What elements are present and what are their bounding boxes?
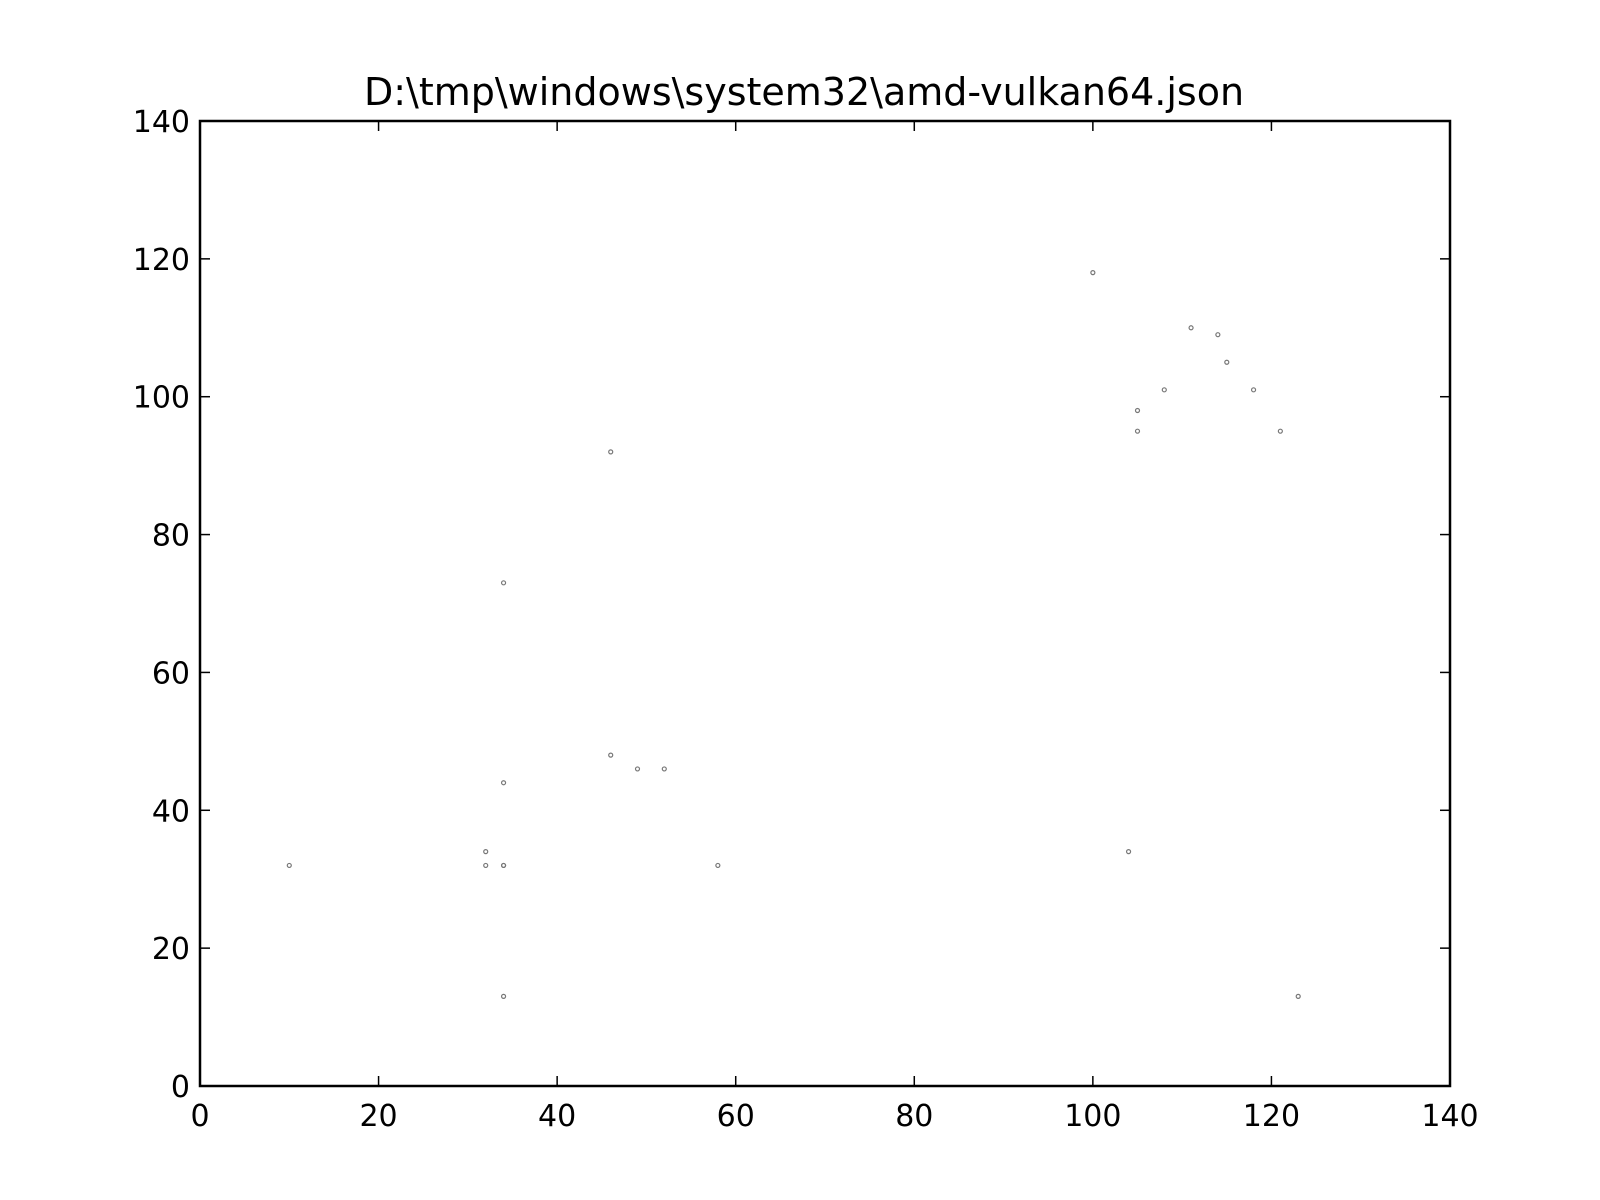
scatter-point bbox=[1188, 325, 1194, 331]
scatter-point bbox=[500, 780, 507, 786]
scatter-point bbox=[1134, 407, 1141, 414]
scatter-point bbox=[500, 862, 507, 869]
scatter-point bbox=[1295, 993, 1301, 999]
y-tick-label: 60 bbox=[152, 656, 190, 691]
scatter-point bbox=[661, 766, 667, 772]
y-tick-label: 100 bbox=[133, 381, 190, 416]
scatter-point bbox=[1161, 387, 1167, 393]
x-tick-label: 40 bbox=[538, 1099, 576, 1134]
scatter-point bbox=[1224, 359, 1230, 365]
scatter-point bbox=[500, 580, 507, 586]
chart-title: D:\tmp\windows\system32\amd-vulkan64.jso… bbox=[364, 70, 1244, 114]
x-tick-label: 140 bbox=[1421, 1099, 1478, 1134]
x-tick-label: 120 bbox=[1243, 1099, 1300, 1134]
scatter-point bbox=[500, 993, 507, 999]
y-tick-label: 20 bbox=[152, 932, 190, 967]
y-tick-label: 120 bbox=[133, 243, 190, 278]
y-tick-label: 140 bbox=[133, 105, 190, 140]
x-tick-label: 20 bbox=[359, 1099, 397, 1134]
y-tick-label: 40 bbox=[152, 794, 190, 829]
plot-area bbox=[198, 119, 1452, 1088]
scatter-point bbox=[1125, 849, 1132, 855]
scatter-point bbox=[1250, 387, 1257, 393]
scatter-point bbox=[715, 862, 721, 869]
scatter-point bbox=[1277, 428, 1283, 434]
x-tick-label: 80 bbox=[895, 1099, 933, 1134]
scatter-point bbox=[608, 449, 614, 455]
scatter-point bbox=[1215, 332, 1221, 338]
data-points bbox=[286, 270, 1301, 999]
scatter-point bbox=[1090, 270, 1096, 276]
scatter-point bbox=[1134, 428, 1141, 434]
x-tick-label: 100 bbox=[1064, 1099, 1121, 1134]
y-tick-label: 80 bbox=[152, 519, 190, 554]
y-tick-label: 0 bbox=[171, 1070, 190, 1105]
axis-ticks: 0 20 40 60 80 100 120 140 0 20 40 60 80 100 120 140 bbox=[133, 105, 1479, 1134]
x-tick-label: 60 bbox=[717, 1099, 755, 1134]
scatter-point bbox=[608, 752, 614, 758]
x-tick-label: 0 bbox=[190, 1099, 209, 1134]
scatter-point bbox=[483, 849, 489, 855]
scatter-point bbox=[286, 862, 292, 869]
scatter-point bbox=[483, 862, 489, 869]
scatter-point bbox=[634, 766, 641, 772]
